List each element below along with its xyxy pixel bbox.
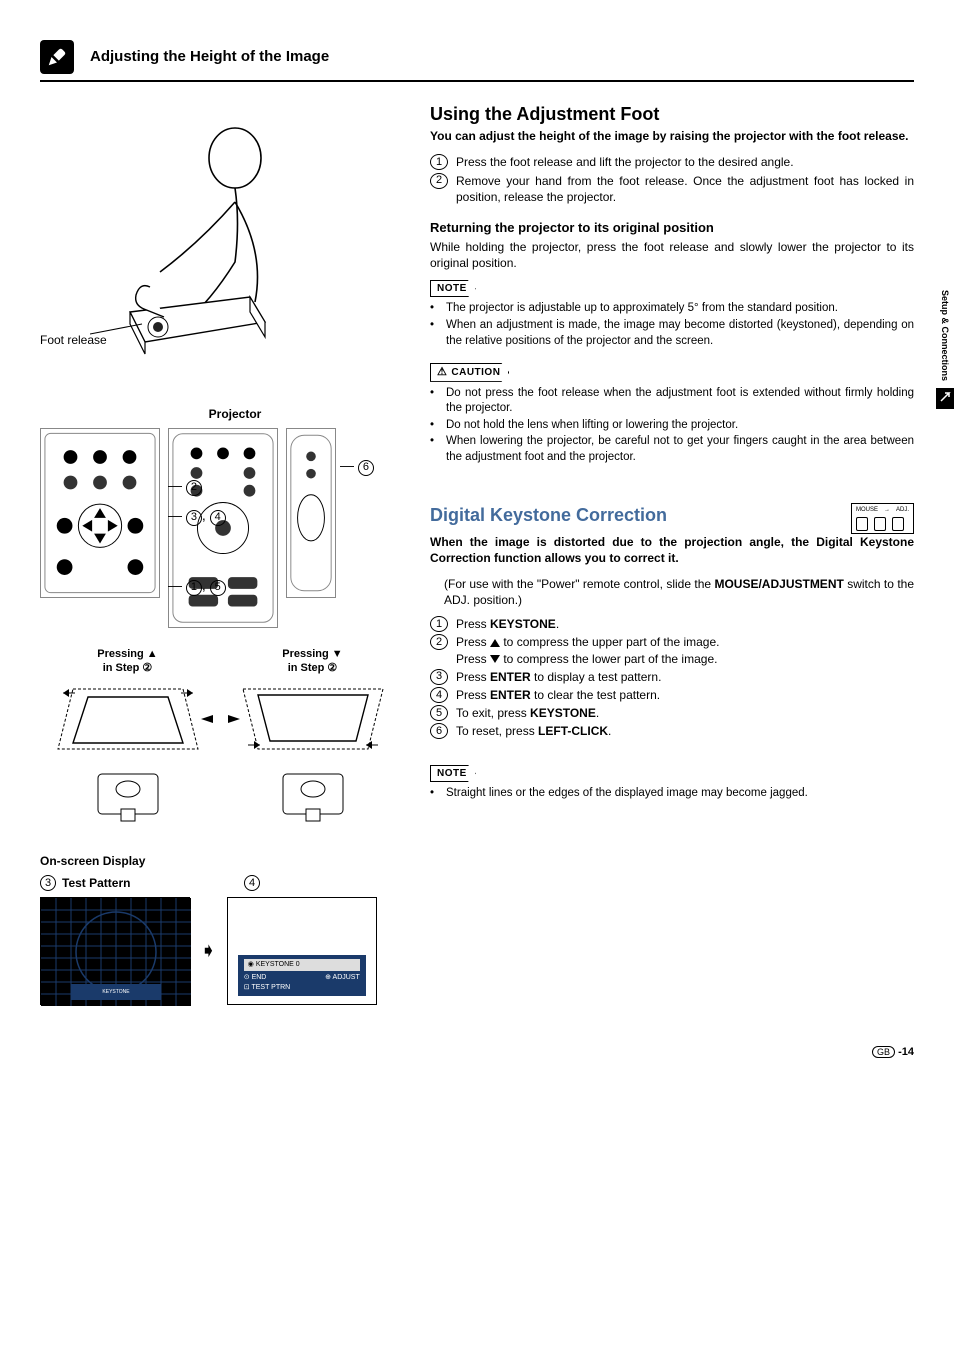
right-column: Using the Adjustment Foot You can adjust… bbox=[430, 102, 914, 1005]
projector-panel-icon bbox=[40, 428, 160, 598]
press-down-label: Pressing ▼in Step ② bbox=[225, 648, 400, 674]
side-tab-icon bbox=[936, 388, 954, 409]
note-item: When an adjustment is made, the image ma… bbox=[446, 318, 914, 349]
keystone-lead: When the image is distorted due to the p… bbox=[430, 534, 914, 566]
remote-control-icon bbox=[168, 428, 278, 628]
note-item: The projector is adjustable up to approx… bbox=[446, 301, 838, 317]
page-title: Adjusting the Height of the Image bbox=[90, 47, 329, 67]
foot-release-label: Foot release bbox=[40, 332, 107, 348]
side-tab-label: Setup & Connections bbox=[940, 290, 950, 381]
kstep-1: Press KEYSTONE. bbox=[456, 616, 559, 632]
callout-15: — 1, 5 bbox=[168, 576, 226, 595]
osd-title: On-screen Display bbox=[40, 853, 400, 869]
caution-item: Do not press the foot release when the a… bbox=[446, 386, 914, 417]
tp-arrow-icon: ➧ bbox=[200, 938, 217, 965]
return-body: While holding the projector, press the f… bbox=[430, 239, 914, 271]
osd-num-4: 4 bbox=[244, 875, 260, 891]
keystone-press-diagrams: Pressing ▲in Step ② Pressing ▼in Step ② bbox=[40, 648, 400, 833]
caution-list: Do not press the foot release when the a… bbox=[430, 386, 914, 466]
return-heading: Returning the projector to its original … bbox=[430, 219, 914, 237]
foot-release-illustration: Foot release bbox=[40, 102, 400, 376]
kstep-4: Press ENTER to clear the test pattern. bbox=[456, 687, 660, 703]
side-tab: Setup & Connections bbox=[936, 290, 954, 409]
callout-2: — 2 bbox=[168, 476, 202, 495]
adj-foot-lead: You can adjust the height of the image b… bbox=[430, 128, 914, 144]
step-1: Press the foot release and lift the proj… bbox=[456, 154, 794, 170]
page-header: Adjusting the Height of the Image bbox=[40, 40, 914, 82]
osd-num-3: 3 bbox=[40, 875, 56, 891]
note2-item: Straight lines or the edges of the displ… bbox=[446, 786, 808, 802]
callout-6: — 6 bbox=[340, 456, 374, 475]
page-number: GB -14 bbox=[40, 1045, 914, 1060]
caution-item: Do not hold the lens when lifting or low… bbox=[446, 418, 738, 434]
note-tag: NOTE bbox=[430, 280, 476, 298]
main-columns: Foot release Projector bbox=[40, 102, 914, 1005]
projector-label: Projector bbox=[40, 406, 400, 422]
kstep-3: Press ENTER to display a test pattern. bbox=[456, 669, 661, 685]
caution-item: When lowering the projector, be careful … bbox=[446, 434, 914, 465]
adj-foot-heading: Using the Adjustment Foot bbox=[430, 102, 914, 126]
test-pattern-grid: KEYSTONE bbox=[40, 897, 190, 1005]
keystone-intro: (For use with the "Power" remote control… bbox=[430, 576, 914, 608]
step-2: Remove your hand from the foot release. … bbox=[456, 173, 914, 205]
callout-34: — 3, 4 bbox=[168, 506, 226, 525]
left-column: Foot release Projector bbox=[40, 102, 400, 1005]
caution-tag: CAUTION bbox=[430, 363, 509, 382]
kstep-5: To exit, press KEYSTONE. bbox=[456, 705, 599, 721]
mouse-adj-box: MOUSE→ADJ. bbox=[851, 503, 914, 533]
header-icon bbox=[40, 40, 74, 74]
note-list: The projector is adjustable up to approx… bbox=[430, 301, 914, 349]
kstep-6: To reset, press LEFT-CLICK. bbox=[456, 723, 611, 739]
svg-text:KEYSTONE: KEYSTONE bbox=[102, 989, 130, 995]
note2-tag: NOTE bbox=[430, 765, 476, 783]
kstep-2: Press to compress the upper part of the … bbox=[456, 634, 719, 666]
simple-remote-icon bbox=[286, 428, 336, 598]
keystone-heading: Digital Keystone Correction bbox=[430, 503, 914, 527]
test-pattern-label: Test Pattern bbox=[62, 875, 130, 891]
remote-controls: — 2 — 3, 4 — 1, 5 — 6 bbox=[40, 428, 400, 628]
press-up-label: Pressing ▲in Step ② bbox=[40, 648, 215, 674]
test-pattern-row: KEYSTONE ➧ ◉ KEYSTONE 0 ⊙ END⊕ ADJUST ⊡ … bbox=[40, 897, 400, 1005]
adj-foot-steps: 1Press the foot release and lift the pro… bbox=[430, 154, 914, 205]
keystone-up-icon bbox=[43, 679, 213, 829]
note2-list: Straight lines or the edges of the displ… bbox=[430, 786, 914, 802]
keystone-down-icon bbox=[228, 679, 398, 829]
keystone-steps: 1Press KEYSTONE. 2Press to compress the … bbox=[430, 616, 914, 739]
test-pattern-osd: ◉ KEYSTONE 0 ⊙ END⊕ ADJUST ⊡ TEST PTRN bbox=[227, 897, 377, 1005]
